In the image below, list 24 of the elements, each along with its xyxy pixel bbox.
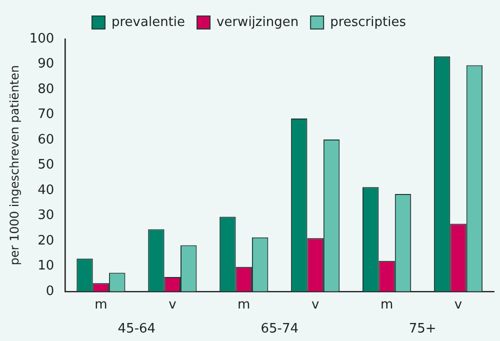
y-axis-title: per 1000 ingeschreven patiënten — [7, 65, 22, 266]
x-tick-label: m — [380, 298, 394, 313]
y-tick-label: 0 — [46, 284, 54, 299]
x-tick-label: m — [94, 298, 108, 313]
text: 45-64 — [118, 321, 156, 336]
text: 75+ — [408, 321, 436, 336]
x-tick-label: v — [311, 298, 320, 313]
y-tick-label: 80 — [38, 82, 54, 97]
y-tick-label: 100 — [29, 31, 54, 46]
x-tick-label: m — [238, 298, 250, 313]
y-tick-label: 30 — [38, 208, 54, 224]
y-tick-label: 10 — [38, 258, 54, 274]
legend-label: prevalentie — [112, 14, 186, 30]
legend-label: prescripties — [330, 14, 406, 30]
y-tick-label: 70 — [38, 107, 54, 122]
y-tick-label: 90 — [38, 56, 54, 72]
y-tick-label: 60 — [38, 132, 54, 148]
y-tick-label: 50 — [38, 158, 54, 173]
y-tick-label: 40 — [38, 182, 54, 198]
y-tick-label: 20 — [38, 233, 54, 248]
x-tick-label: v — [454, 298, 462, 313]
text: 65-74 — [260, 321, 298, 336]
legend-label: verwijzingen — [216, 14, 299, 30]
x-tick-label: v — [168, 298, 177, 313]
